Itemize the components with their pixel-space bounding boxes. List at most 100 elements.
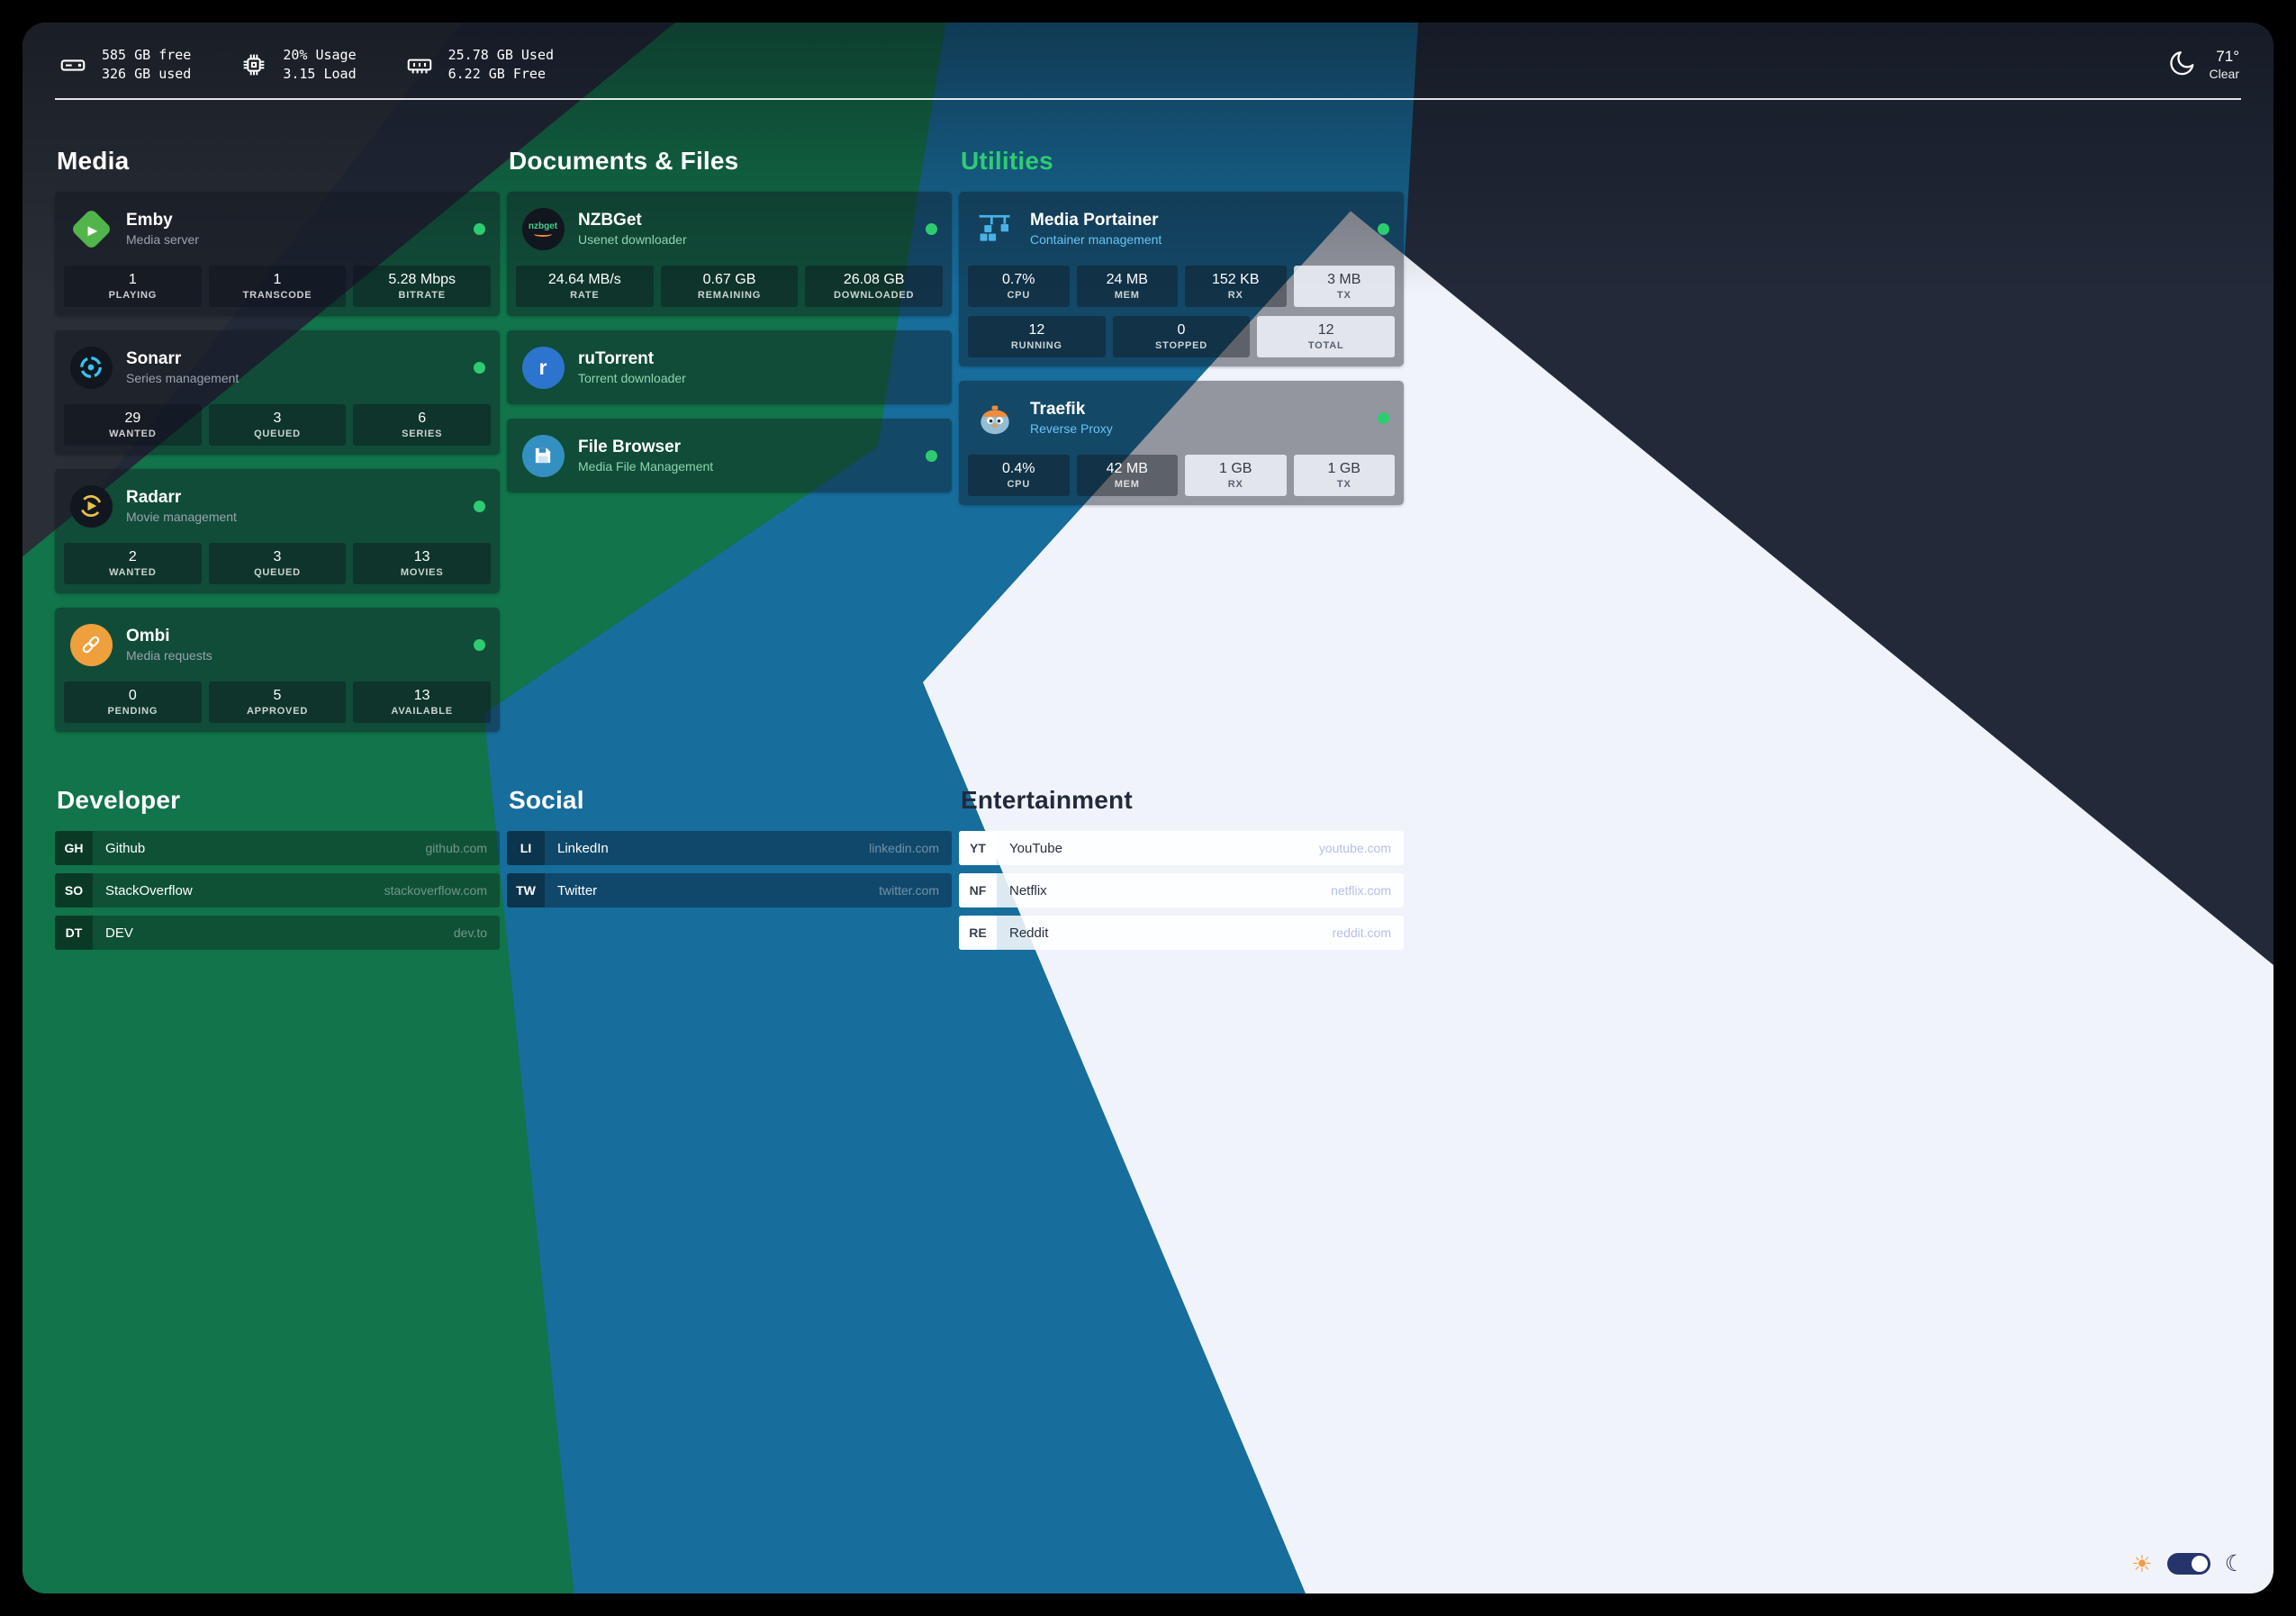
dashboard-page: 585 GB free 326 GB used 20% Usage 3.15 L… (23, 23, 2273, 1593)
link-tag: RE (959, 916, 997, 950)
stat-label: RUNNING (1010, 340, 1062, 351)
link-url: dev.to (453, 925, 487, 940)
stat-box: 5 APPROVED (208, 682, 347, 723)
stat-label: APPROVED (246, 706, 309, 717)
stat-box: 1 GB TX (1293, 455, 1395, 496)
stat-value: 26.08 GB (843, 272, 905, 287)
stat-label: PLAYING (108, 290, 158, 301)
link-name: Reddit (1009, 925, 1049, 941)
ombi-icon (69, 623, 113, 666)
stat-label: PENDING (107, 706, 158, 717)
weather-temp: 71° (2216, 48, 2239, 65)
app-subtitle: Container management (1030, 231, 1162, 247)
stat-label: RATE (570, 290, 600, 301)
app-card-nzbget[interactable]: nzbget NZBGet Usenet downloader 24.64 MB… (507, 192, 952, 316)
stat-value: 12 (1317, 322, 1334, 338)
link-name: LinkedIn (557, 840, 609, 856)
link-row-twitter[interactable]: TW Twitter twitter.com (507, 873, 952, 907)
app-subtitle: Movie management (126, 509, 237, 524)
link-name: DEV (105, 925, 133, 941)
sun-icon[interactable]: ☀ (2131, 1550, 2153, 1577)
section-media: Media ▶ Emby Media server 1 PLAYING 1 TRAN… (55, 147, 500, 746)
app-card-sonarr[interactable]: Sonarr Series management 29 WANTED 3 QUEUE… (55, 330, 500, 455)
stat-box: 24.64 MB/s RATE (516, 266, 654, 307)
stat-value: 42 MB (1106, 461, 1148, 476)
stat-label: MOVIES (400, 567, 444, 578)
app-card-emby[interactable]: ▶ Emby Media server 1 PLAYING 1 TRANSCODE … (55, 192, 500, 316)
weather-condition: Clear (2209, 67, 2239, 81)
stat-box: 152 KB RX (1185, 266, 1287, 307)
stat-label: SERIES (402, 429, 443, 439)
app-title: Radarr (126, 487, 182, 507)
moon-theme-icon[interactable]: ☾ (2224, 1550, 2245, 1576)
app-card-filebrowser[interactable]: File Browser Media File Management (507, 419, 952, 492)
theme-controls: ☀ ☾ (2131, 1552, 2245, 1575)
link-name: Github (105, 840, 146, 856)
app-title: NZBGet (578, 210, 642, 230)
cpu-usage: 20% Usage (283, 47, 357, 63)
section-title-media: Media (57, 147, 130, 175)
link-tag: NF (959, 873, 997, 907)
app-card-portainer[interactable]: Media Portainer Container management 0.7… (959, 192, 1404, 366)
link-url: stackoverflow.com (384, 883, 487, 898)
weather-widget: 71° Clear (2166, 47, 2239, 84)
stat-value: 0 (128, 688, 137, 703)
app-title: Traefik (1030, 399, 1086, 419)
status-dot (474, 361, 485, 374)
stat-box: 2 WANTED (64, 543, 202, 584)
link-row-youtube[interactable]: YT YouTube youtube.com (959, 831, 1404, 865)
sonarr-icon (69, 346, 113, 389)
link-row-dev[interactable]: DT DEV dev.to (55, 916, 500, 950)
link-row-github[interactable]: GH Github github.com (55, 831, 500, 865)
cpu-stats: 20% Usage 3.15 Load (238, 46, 357, 84)
emby-icon: ▶ (69, 207, 113, 250)
section-title-documents: Documents & Files (509, 147, 739, 175)
status-dot (926, 449, 937, 462)
app-subtitle: Usenet downloader (578, 231, 687, 247)
stat-label: CPU (1007, 290, 1031, 301)
link-row-linkedin[interactable]: LI LinkedIn linkedin.com (507, 831, 952, 865)
stat-label: QUEUED (254, 567, 301, 578)
link-url: twitter.com (879, 883, 939, 898)
radarr-icon (69, 484, 113, 528)
link-row-reddit[interactable]: RE Reddit reddit.com (959, 916, 1404, 950)
link-tag: DT (55, 916, 93, 950)
theme-toggle-knob[interactable] (2191, 1556, 2208, 1572)
link-name: StackOverflow (105, 882, 193, 898)
stat-value: 1 GB (1327, 461, 1360, 476)
stat-box: 26.08 GB DOWNLOADED (805, 266, 944, 307)
stat-label: MEM (1114, 290, 1140, 301)
stat-label: QUEUED (254, 429, 301, 439)
nzbget-icon-text: nzbget (528, 221, 558, 231)
stat-box: 0.67 GB REMAINING (660, 266, 799, 307)
stat-value: 3 (273, 549, 282, 564)
app-title: Emby (126, 210, 173, 230)
app-subtitle: Media File Management (578, 458, 714, 474)
stat-box: 3 QUEUED (208, 543, 347, 584)
app-card-radarr[interactable]: Radarr Movie management 2 WANTED 3 QUEUED … (55, 469, 500, 593)
stat-box: 0 PENDING (64, 682, 202, 723)
theme-toggle[interactable] (2166, 1553, 2210, 1575)
link-row-netflix[interactable]: NF Netflix netflix.com (959, 873, 1404, 907)
stat-label: MEM (1114, 479, 1140, 490)
stat-label: RX (1227, 479, 1243, 490)
stat-value: 5 (273, 688, 282, 703)
stat-label: STOPPED (1155, 340, 1207, 351)
app-card-traefik[interactable]: Traefik Reverse Proxy 0.4% CPU 42 MB MEM 1… (959, 381, 1404, 505)
link-row-stackoverflow[interactable]: SO StackOverflow stackoverflow.com (55, 873, 500, 907)
stat-value: 24 MB (1106, 272, 1148, 287)
stat-label: WANTED (109, 567, 157, 578)
stat-box: 12 RUNNING (968, 316, 1106, 357)
link-tag: GH (55, 831, 93, 865)
app-subtitle: Media requests (126, 647, 212, 663)
app-card-rutorrent[interactable]: r ruTorrent Torrent downloader (507, 330, 952, 404)
stat-label: CPU (1007, 479, 1031, 490)
app-title: ruTorrent (578, 348, 655, 368)
stat-box: 1 TRANSCODE (208, 266, 347, 307)
stat-value: 3 MB (1327, 272, 1361, 287)
link-url: reddit.com (1332, 925, 1391, 940)
filebrowser-icon (521, 434, 565, 477)
app-card-ombi[interactable]: Ombi Media requests 0 PENDING 5 APPROVED 1… (55, 608, 500, 732)
stat-box: 3 MB TX (1293, 266, 1395, 307)
section-developer: Developer GH Github github.com SO StackO… (55, 786, 500, 958)
